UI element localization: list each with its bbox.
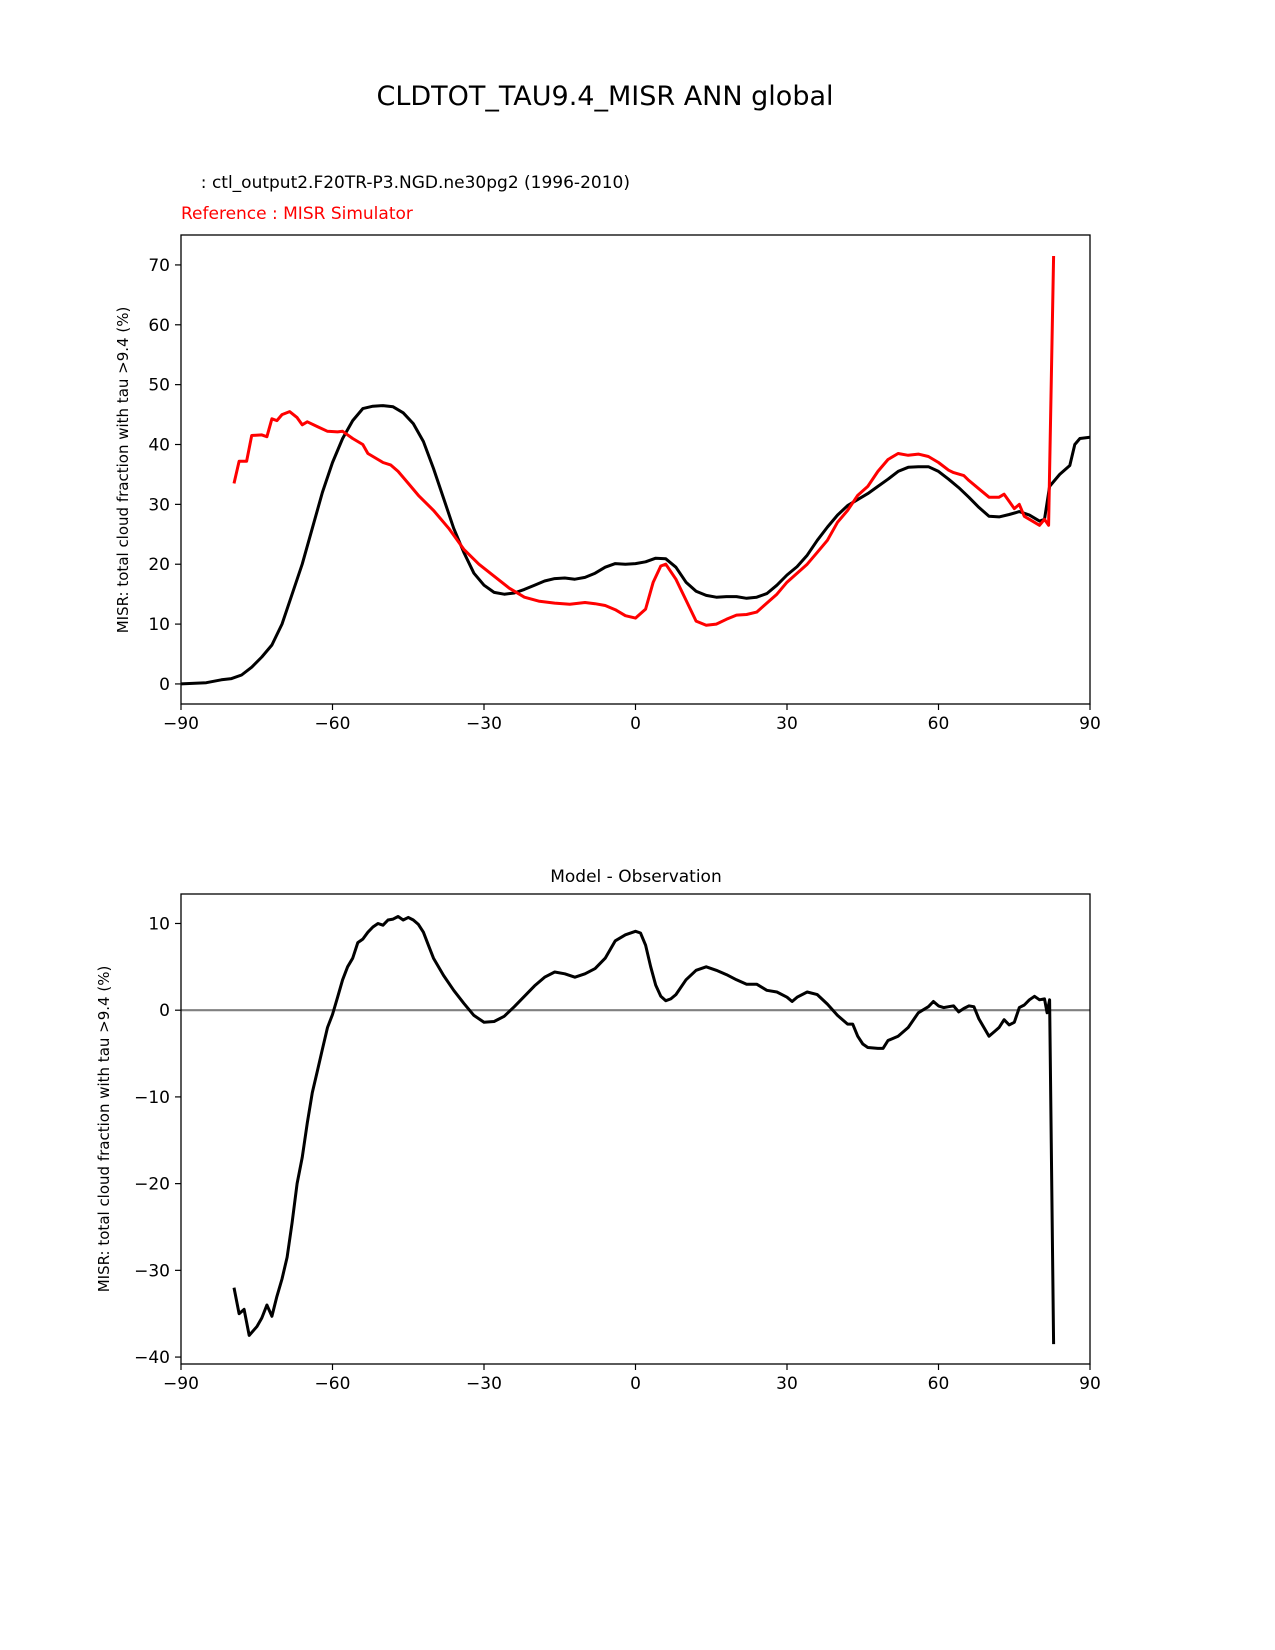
y-tick-label: 0	[159, 675, 170, 695]
x-tick-label: −60	[315, 714, 351, 734]
y-tick-label: −40	[134, 1348, 170, 1368]
y-tick-label: 10	[148, 914, 170, 934]
y-tick-label: 20	[148, 555, 170, 575]
x-tick-label: 60	[928, 1374, 950, 1394]
diff-title: Model - Observation	[550, 867, 722, 887]
x-tick-label: −60	[315, 1374, 351, 1394]
y-tick-label: 0	[159, 1001, 170, 1021]
x-tick-label: −90	[163, 714, 199, 734]
y-tick-label: 30	[148, 495, 170, 515]
test-title: : ctl_output2.F20TR-P3.NGD.ne30pg2 (1996…	[190, 173, 630, 193]
y-tick-label: 40	[148, 436, 170, 456]
x-tick-label: 0	[630, 1374, 641, 1394]
x-tick-label: −90	[163, 1374, 199, 1394]
reference-title: Reference : MISR Simulator	[181, 204, 413, 224]
top-axes: −90 −60 −30 0 30 60 90 0 10 20 30 40 50 60 70	[148, 234, 1101, 734]
y-tick-label: −20	[134, 1175, 170, 1195]
x-tick-label: 60	[928, 714, 950, 734]
x-tick-label: 90	[1079, 1374, 1101, 1394]
x-tick-label: 30	[776, 1374, 798, 1394]
y-tick-label: −30	[134, 1261, 170, 1281]
top-ylabel: MISR: total cloud fraction with tau >9.4…	[114, 307, 132, 634]
axes-frame	[180, 893, 1091, 1365]
y-tick-label: 10	[148, 615, 170, 635]
bottom-ylabel: MISR: total cloud fraction with tau >9.4…	[95, 966, 113, 1293]
y-tick-label: 70	[148, 256, 170, 276]
bottom-axes: −90 −60 −30 0 30 60 90 −40 −30 −20 −10 0 10	[134, 893, 1101, 1394]
y-tick-label: 50	[148, 376, 170, 396]
series-line-test	[180, 404, 1091, 686]
series-line-reference	[232, 255, 1056, 627]
y-tick-label: 60	[148, 316, 170, 336]
x-tick-label: 30	[776, 714, 798, 734]
x-tick-label: 0	[630, 714, 641, 734]
series-line-difference	[232, 915, 1056, 1345]
x-tick-label: −30	[466, 1374, 502, 1394]
x-tick-label: −30	[466, 714, 502, 734]
y-tick-label: −10	[134, 1088, 170, 1108]
figure-title: CLDTOT_TAU9.4_MISR ANN global	[376, 81, 833, 112]
axes-frame	[180, 234, 1091, 705]
x-tick-label: 90	[1079, 714, 1101, 734]
